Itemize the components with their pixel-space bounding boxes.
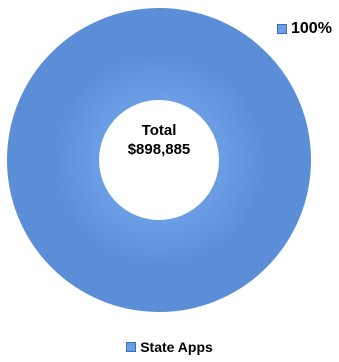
legend-swatch — [126, 342, 137, 352]
donut-slices — [7, 8, 311, 312]
data-label-swatch — [277, 24, 287, 34]
center-total-label: Total $898,885 — [99, 121, 219, 159]
legend-entry-label: State Apps — [140, 339, 213, 355]
data-label: 100% — [277, 20, 332, 38]
center-title: Total — [141, 122, 177, 139]
center-amount: $898,885 — [127, 141, 191, 158]
donut-slice-state-apps — [7, 8, 311, 312]
data-label-text: 100% — [291, 20, 332, 37]
legend: State Apps — [0, 339, 339, 355]
